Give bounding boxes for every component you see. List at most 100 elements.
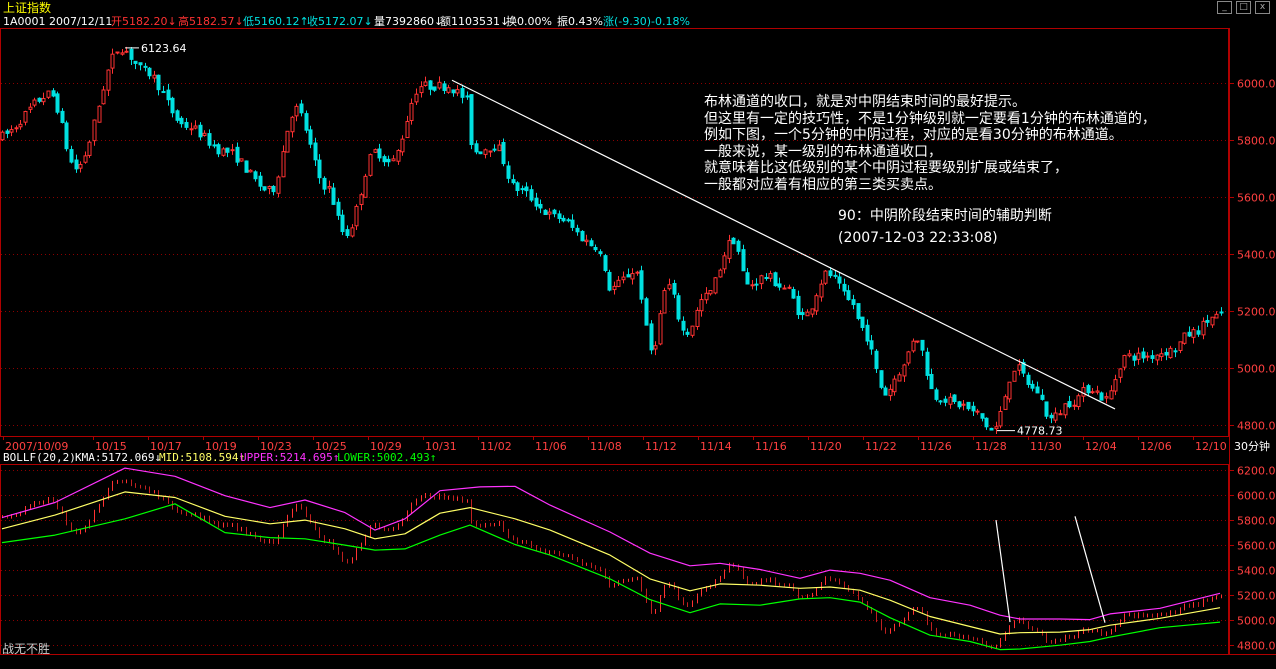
footer-text: 战无不胜 [2, 642, 51, 656]
candle-down [534, 197, 539, 207]
boll-kma: KMA:5172.069↓ [75, 451, 161, 464]
info-amount: 额1103531↓ [440, 15, 509, 28]
candle-down [639, 270, 644, 300]
candle-down [856, 303, 861, 319]
candle-up [975, 410, 980, 413]
candle-down [566, 219, 571, 222]
candle-down [170, 97, 175, 114]
candle-down [685, 331, 690, 335]
candle-up [189, 128, 194, 131]
main-y-tick-label: 6000.0 [1237, 78, 1276, 91]
candle-up [396, 150, 401, 162]
boll-line-mid [1, 491, 1221, 635]
candle-up [1007, 381, 1012, 400]
x-tick-label: 10/31 [425, 440, 457, 453]
candle-down [626, 274, 631, 278]
candle-down [874, 350, 879, 370]
minimize-icon[interactable]: _ [1217, 1, 1232, 14]
x-tick-label: 2007/10/09 [5, 440, 68, 453]
candle-up [690, 325, 695, 336]
candle-down [451, 89, 456, 94]
close-icon[interactable]: x [1255, 1, 1270, 14]
candle-down [851, 299, 856, 306]
candle-up [1003, 396, 1008, 410]
x-tick-label: 11/20 [810, 440, 842, 453]
candle-down [920, 339, 925, 351]
annotation-line: 一般都对应着有相应的第三类买卖点。 [704, 176, 942, 193]
candle-up [722, 255, 727, 270]
window-title: 上证指数 [3, 0, 51, 15]
candle-down [1086, 385, 1091, 394]
candle-down [731, 237, 736, 245]
candle-up [350, 227, 355, 237]
candle-down [60, 110, 65, 123]
x-tick-label: 12/04 [1085, 440, 1117, 453]
candle-down [754, 283, 759, 286]
candle-down [299, 103, 304, 114]
candle-down [938, 400, 943, 403]
candle-down [1067, 401, 1072, 408]
boll-y-tick-label: 6200.0 [1237, 465, 1276, 478]
candle-up [101, 89, 106, 105]
candle-up [1145, 355, 1150, 358]
candle-down [1040, 394, 1045, 400]
info-open: 开5182.20↓ [111, 15, 177, 28]
candle-up [1081, 387, 1086, 397]
candle-up [488, 150, 493, 153]
candle-up [14, 127, 19, 130]
boll-grid [1, 470, 1228, 646]
candle-down [846, 290, 851, 301]
x-tick-label: 11/26 [920, 440, 952, 453]
candle-down [37, 97, 42, 102]
candle-down [952, 394, 957, 403]
date-axis: 2007/10/09 10/15 10/17 10/19 10/23 10/25 10/29… [3, 436, 1227, 453]
candle-down [764, 276, 769, 279]
boll-y-axis: 6200.0 6000.0 5800.0 5600.0 5400.0 5200.0 5000… [1229, 465, 1276, 653]
boll-marker-line [1074, 516, 1106, 623]
candle-down [336, 201, 341, 216]
x-tick-label: 11/06 [535, 440, 567, 453]
candle-up [78, 163, 83, 169]
candle-up [92, 119, 97, 142]
candle-up [83, 155, 88, 163]
candle-up [239, 158, 244, 162]
low-label: 4778.73 [1017, 425, 1063, 438]
candle-up [1155, 354, 1160, 361]
candle-down [791, 289, 796, 299]
candle-up [759, 275, 764, 285]
candle-up [768, 273, 773, 279]
boll-y-tick-label: 6000.0 [1237, 490, 1276, 503]
candle-down [460, 88, 465, 98]
candle-down [506, 165, 511, 179]
candle-down [69, 149, 74, 163]
candle-up [87, 141, 92, 156]
candle-up [810, 308, 815, 315]
candle-up [1201, 320, 1206, 336]
candle-down [156, 74, 161, 91]
candle-down [184, 121, 189, 128]
candle-down [138, 62, 143, 66]
candle-down [198, 124, 203, 138]
candle-down [800, 312, 805, 316]
candle-up [1122, 354, 1127, 368]
candle-up [193, 125, 198, 129]
candle-up [294, 105, 299, 117]
annotation-line: 例如下图，一个5分钟的中阴过程，对应的是看30分钟的布林通道。 [704, 127, 1123, 143]
candle-down [860, 316, 865, 328]
candle-up [483, 149, 488, 155]
candle-down [557, 213, 562, 219]
maximize-icon[interactable]: □ [1236, 1, 1251, 14]
candle-up [897, 374, 902, 382]
candle-down [745, 272, 750, 285]
candle-up [124, 50, 129, 53]
boll-y-tick-label: 5200.0 [1237, 590, 1276, 603]
candle-up [110, 53, 115, 69]
candle-up [0, 131, 5, 141]
candle-up [782, 287, 787, 290]
candle-down [925, 351, 930, 376]
candle-up [409, 102, 414, 122]
boll-price-bars [2, 479, 1222, 650]
candle-down [777, 283, 782, 288]
